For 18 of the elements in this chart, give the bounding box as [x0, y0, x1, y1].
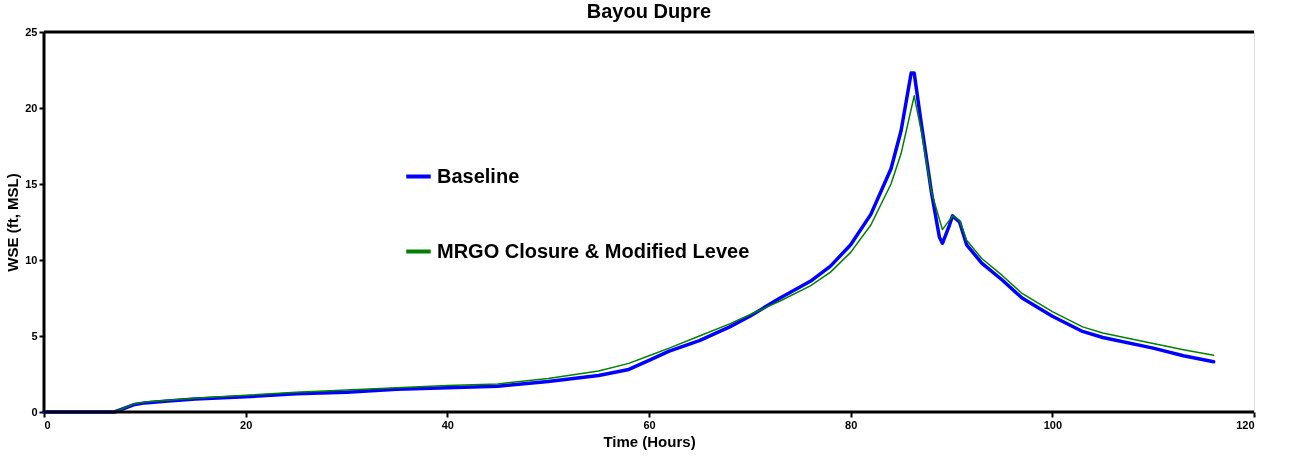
y-tick-label: 0 [31, 405, 38, 418]
x-tick-label: 20 [240, 418, 253, 431]
x-axis-title: Time (Hours) [603, 432, 696, 450]
x-tick-label: 40 [441, 418, 454, 431]
y-tick-label: 15 [25, 177, 38, 190]
y-tick-label: 20 [25, 101, 38, 114]
y-tick-label: 10 [25, 253, 38, 266]
x-tick-label: 0 [44, 418, 51, 431]
y-axis-title: WSE (ft, MSL) [4, 173, 22, 272]
x-tick-label: 120 [1236, 418, 1255, 431]
y-tick-label: 5 [31, 329, 38, 342]
x-tick-label: 80 [845, 418, 858, 431]
legend-label: MRGO Closure & Modified Levee [437, 239, 750, 262]
x-tick-label: 60 [643, 418, 656, 431]
x-tick-label: 100 [1043, 418, 1063, 431]
y-tick-label: 25 [25, 25, 38, 38]
legend-label: Baseline [437, 164, 520, 187]
chart-title: Bayou Dupre [586, 0, 712, 22]
